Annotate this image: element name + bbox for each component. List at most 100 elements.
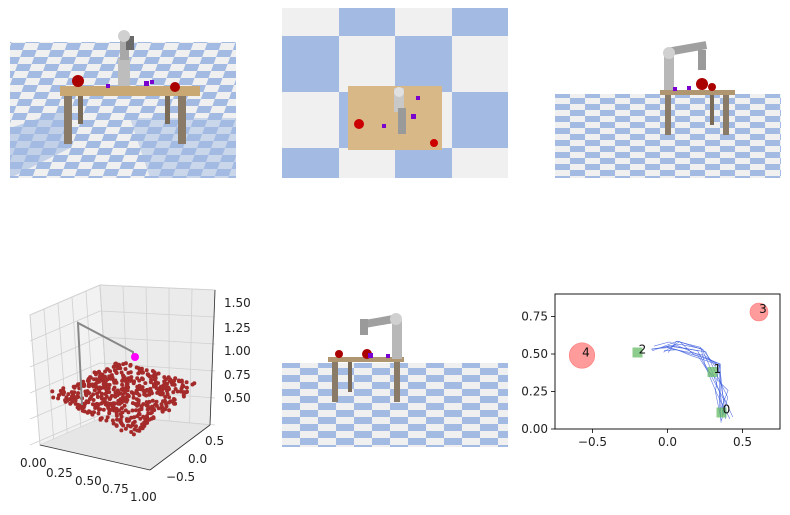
- scatter-point: [140, 422, 145, 427]
- scatter-point: [94, 371, 99, 375]
- scatter-point: [122, 375, 127, 380]
- scatter-point: [167, 400, 171, 405]
- scatter-point: [124, 380, 129, 385]
- scatter-point: [115, 392, 120, 397]
- scatter-point: [118, 391, 123, 396]
- scatter-point: [147, 390, 152, 395]
- purple-cube: [150, 80, 154, 84]
- scatter-point: [65, 398, 70, 403]
- scatter-point: [92, 377, 96, 382]
- waypoint-square: [707, 367, 718, 377]
- table-leg: [332, 362, 338, 402]
- scatter-point: [108, 396, 113, 401]
- scatter-point: [93, 406, 98, 410]
- scatter-point: [132, 427, 137, 432]
- scatter-point: [106, 406, 111, 411]
- scatter-point: [114, 411, 119, 416]
- robot-link: [360, 319, 368, 335]
- robot-link: [664, 56, 674, 90]
- purple-cube: [416, 96, 420, 100]
- waypoint-label: 1: [714, 362, 722, 376]
- table-leg: [723, 95, 729, 135]
- scatter-point: [112, 378, 117, 383]
- scatter-point: [86, 400, 91, 405]
- scatter-point: [112, 408, 117, 413]
- scatter-point: [165, 392, 170, 397]
- robot-link: [398, 108, 406, 134]
- purple-cube: [673, 87, 677, 91]
- trajectory-line: [662, 343, 721, 416]
- purple-cube: [368, 353, 373, 358]
- scatter-point: [88, 375, 93, 380]
- scatter-point: [105, 367, 110, 372]
- scatter-point: [136, 398, 141, 403]
- scatter-point: [139, 407, 144, 412]
- scatter-point: [103, 369, 108, 374]
- scatter-point: [159, 392, 164, 397]
- scatter-point: [151, 416, 156, 420]
- scatter-point: [111, 403, 116, 408]
- scatter-point: [120, 382, 125, 387]
- table-top: [660, 90, 735, 95]
- z-tick-label: 1.00: [224, 344, 251, 358]
- scatter-point: [101, 382, 106, 387]
- waypoint-label: 0: [723, 403, 731, 417]
- scatter-point: [138, 416, 143, 421]
- table-leg: [665, 95, 671, 135]
- scatter-point: [171, 382, 176, 387]
- purple-cube: [411, 114, 416, 119]
- scatter-point: [131, 381, 136, 386]
- scatter-point: [119, 387, 124, 392]
- scatter-point: [115, 417, 119, 422]
- scatter-point: [135, 391, 140, 396]
- x-tick-label: 0.25: [46, 466, 73, 480]
- robot-link: [698, 50, 706, 70]
- scatter-3d-svg: 0.00 0.25 0.50 0.75 1.00 0.5 0.0 −0.5 1.…: [20, 284, 251, 504]
- scatter-point: [69, 390, 74, 395]
- scatter-point: [145, 404, 150, 409]
- scatter-point: [165, 389, 169, 393]
- scatter-point: [61, 391, 66, 396]
- scatter-point: [115, 366, 120, 371]
- scatter-point: [184, 385, 189, 390]
- scatter-point: [179, 386, 184, 391]
- scatter-point: [128, 370, 133, 375]
- z-axis-line: [209, 289, 216, 426]
- scatter-point: [131, 395, 136, 400]
- scatter-point: [121, 362, 126, 367]
- scatter-point: [91, 383, 96, 388]
- scatter-point: [111, 421, 116, 426]
- scatter-point: [190, 382, 195, 387]
- scatter-point: [119, 428, 124, 433]
- scatter-point: [168, 378, 173, 383]
- scatter-point: [142, 388, 147, 393]
- scatter-point: [181, 392, 186, 397]
- z-tick-label: 1.50: [224, 296, 251, 310]
- target-point: [131, 353, 139, 361]
- scatter-point: [176, 378, 181, 383]
- scatter-point: [166, 375, 171, 380]
- scatter-point: [136, 402, 141, 407]
- x-tick-label: −0.5: [578, 435, 607, 449]
- scatter-point: [117, 401, 122, 406]
- camera-view-front-2: [282, 277, 508, 447]
- y-tick-label: −0.5: [166, 470, 195, 484]
- scatter-point: [91, 392, 96, 397]
- red-sphere: [335, 350, 343, 358]
- scatter-point: [185, 389, 189, 394]
- x-tick-label: 0.75: [102, 482, 129, 496]
- scatter-point: [86, 383, 91, 388]
- scene-front-2: [282, 277, 508, 447]
- scatter-point: [130, 401, 135, 406]
- camera-view-front: [10, 8, 236, 178]
- scatter-point: [114, 423, 119, 428]
- trajectory-lines: [651, 340, 734, 423]
- camera-view-top: [282, 8, 508, 178]
- scatter-point: [98, 372, 103, 377]
- red-sphere: [72, 75, 84, 87]
- scatter-point: [81, 379, 86, 384]
- waypoint-square: [632, 347, 643, 358]
- scatter-point: [150, 369, 155, 373]
- red-sphere: [170, 82, 180, 92]
- scatter-point: [121, 423, 126, 428]
